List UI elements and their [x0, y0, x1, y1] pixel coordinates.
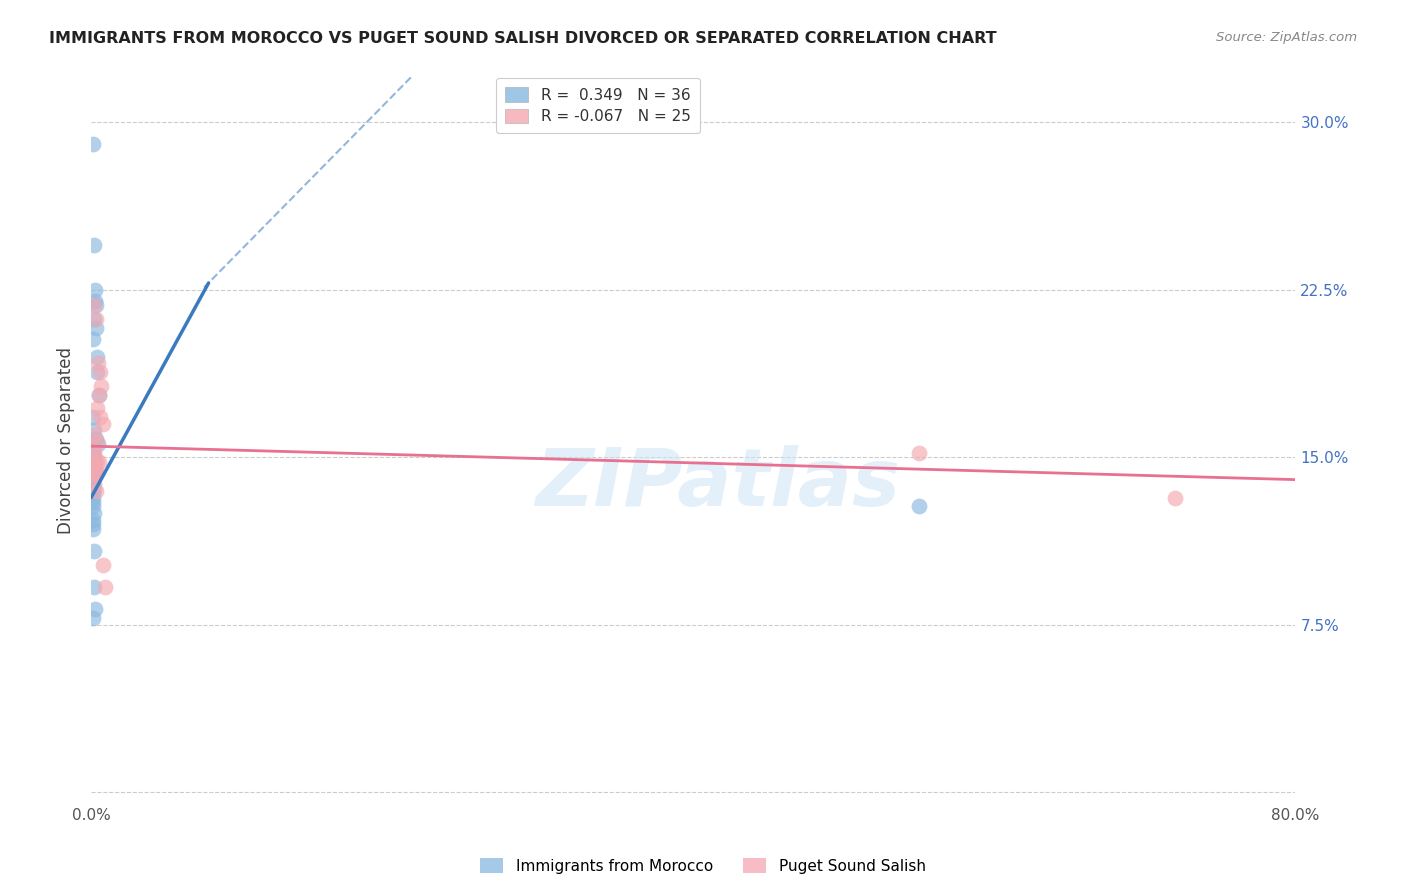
Point [89, 365, 111, 379]
Point [82, 495, 104, 509]
Point [1164, 491, 1187, 505]
Point [86, 365, 108, 379]
Point [82, 491, 104, 505]
Point [83, 298, 105, 312]
Point [91, 417, 114, 431]
Point [89, 388, 111, 402]
Point [93, 580, 115, 594]
Point [86, 466, 108, 480]
Point [82, 446, 104, 460]
Point [82, 137, 104, 152]
Point [908, 446, 931, 460]
Point [83, 468, 105, 483]
Point [83, 477, 105, 491]
Point [87, 356, 110, 370]
Point [83, 450, 105, 465]
Point [86, 455, 108, 469]
Point [84, 466, 107, 480]
Point [82, 517, 104, 532]
Point [83, 443, 105, 458]
Point [83, 424, 105, 438]
Point [89, 388, 111, 402]
Point [84, 450, 107, 465]
Y-axis label: Divorced or Separated: Divorced or Separated [58, 347, 75, 534]
Point [82, 522, 104, 536]
Text: IMMIGRANTS FROM MOROCCO VS PUGET SOUND SALISH DIVORCED OR SEPARATED CORRELATION : IMMIGRANTS FROM MOROCCO VS PUGET SOUND S… [49, 31, 997, 46]
Point [84, 455, 107, 469]
Point [89, 410, 111, 425]
Point [83, 238, 105, 252]
Point [84, 483, 107, 498]
Point [83, 580, 105, 594]
Point [84, 283, 107, 297]
Point [83, 311, 105, 326]
Text: ZIPatlas: ZIPatlas [534, 445, 900, 523]
Point [82, 500, 104, 514]
Point [86, 401, 108, 416]
Point [86, 350, 108, 364]
Point [84, 602, 107, 616]
Point [90, 378, 112, 392]
Point [86, 434, 108, 449]
Point [86, 298, 108, 312]
Text: Source: ZipAtlas.com: Source: ZipAtlas.com [1216, 31, 1357, 45]
Point [84, 433, 107, 447]
Point [82, 332, 104, 346]
Point [82, 470, 104, 484]
Point [82, 477, 104, 491]
Point [83, 544, 105, 558]
Point [84, 320, 107, 334]
Point [82, 410, 104, 425]
Point [82, 513, 104, 527]
Point [82, 611, 104, 625]
Point [87, 437, 110, 451]
Point [83, 464, 105, 478]
Point [87, 455, 110, 469]
Point [83, 482, 105, 496]
Point [908, 500, 931, 514]
Legend: Immigrants from Morocco, Puget Sound Salish: Immigrants from Morocco, Puget Sound Sal… [474, 852, 932, 880]
Legend: R =  0.349   N = 36, R = -0.067   N = 25: R = 0.349 N = 36, R = -0.067 N = 25 [496, 78, 700, 133]
Point [83, 506, 105, 520]
Point [84, 464, 107, 478]
Point [82, 459, 104, 474]
Point [83, 459, 105, 474]
Point [84, 293, 107, 308]
Point [82, 486, 104, 500]
Point [91, 558, 114, 572]
Point [83, 428, 105, 442]
Point [84, 311, 107, 326]
